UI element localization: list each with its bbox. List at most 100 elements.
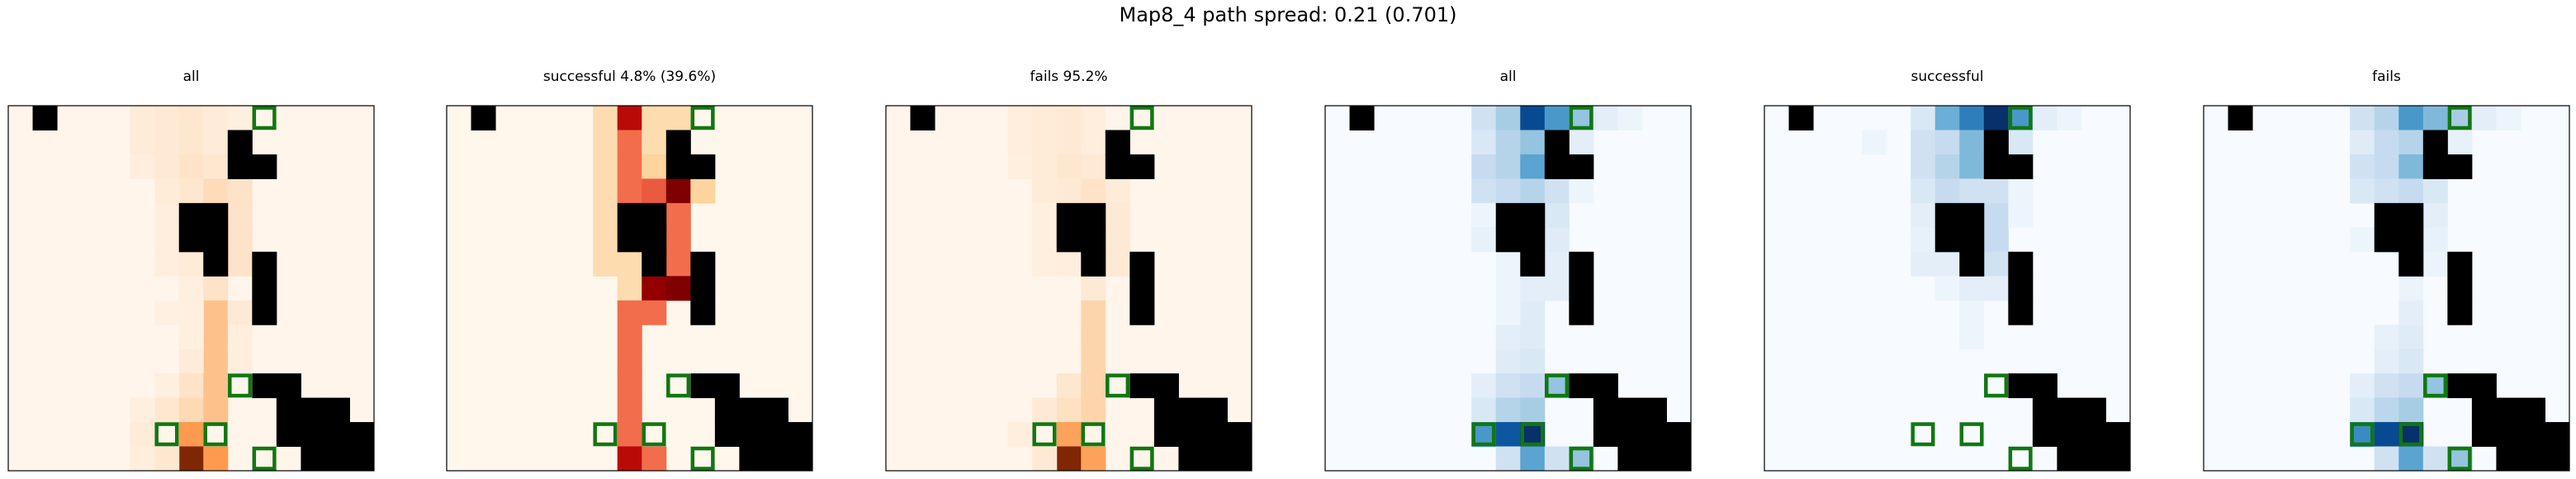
heatmap-cell <box>1959 325 1985 350</box>
obstacle-cell <box>1983 154 2009 179</box>
heatmap-cell <box>1544 276 1570 301</box>
heatmap-cell <box>1911 130 1936 155</box>
obstacle-cell <box>2057 446 2082 472</box>
obstacle-cell <box>1081 227 1106 253</box>
heatmap-cell <box>2447 130 2473 155</box>
heatmap-cell <box>154 130 180 155</box>
heatmap-cell <box>1032 446 1058 472</box>
heatmap-cell <box>1911 178 1936 204</box>
obstacle-cell <box>1227 446 1252 472</box>
heatmap-cell <box>203 397 229 423</box>
heatmap-cell <box>1544 106 1570 130</box>
heatmap-cell <box>2008 178 2034 204</box>
obstacle-cell <box>1983 130 2009 155</box>
heatmap-cell <box>1934 130 1960 155</box>
heatmap-cell <box>203 178 229 204</box>
heatmap-cell <box>2398 106 2424 130</box>
heatmap-cell <box>2350 106 2375 130</box>
heatmap-cell <box>1081 178 1106 204</box>
heatmap-cell <box>1544 251 1570 277</box>
obstacle-cell <box>739 422 765 448</box>
heatmap-cell <box>203 106 229 130</box>
heatmap-cell <box>1081 349 1106 374</box>
obstacle-cell <box>2545 446 2570 472</box>
obstacle-cell <box>2374 227 2399 253</box>
heatmap-cell <box>593 251 618 277</box>
obstacle-cell <box>2447 154 2473 179</box>
heatmap-cell <box>2496 106 2522 130</box>
heatmap-cell <box>617 154 642 179</box>
heatmap-cell <box>2350 227 2375 253</box>
heatmap-cell <box>2350 397 2375 423</box>
obstacle-cell <box>301 422 326 448</box>
obstacle-cell <box>252 154 277 179</box>
heatmap-cell <box>2398 154 2424 179</box>
obstacle-cell <box>2008 276 2034 301</box>
heatmap-cell <box>617 325 642 350</box>
obstacle-cell <box>1641 422 1667 448</box>
obstacle-cell <box>1959 251 1985 277</box>
obstacle-cell <box>2081 397 2106 423</box>
heatmap-cell <box>2374 373 2399 399</box>
target-marker <box>690 446 715 471</box>
obstacle-cell <box>1056 202 1082 228</box>
heatmap-panel-4: all <box>1324 69 1692 472</box>
obstacle-cell <box>763 397 788 423</box>
heatmap-cell <box>2350 373 2375 399</box>
obstacle-cell <box>617 227 642 253</box>
heatmap-cell <box>1032 178 1058 204</box>
heatmap-cell <box>2471 106 2497 130</box>
target-marker <box>252 446 277 471</box>
heatmap-panel-2: successful 4.8% (39.6%) <box>446 69 813 472</box>
obstacle-cell <box>690 251 716 277</box>
heatmap-cell <box>1032 130 1058 155</box>
obstacle-cell <box>2032 397 2057 423</box>
heatmap-cell <box>617 106 642 130</box>
obstacle-cell <box>1056 227 1082 253</box>
heatmap-cell <box>2374 178 2399 204</box>
heatmap-cell <box>1520 154 1546 179</box>
target-marker <box>2423 373 2448 398</box>
heatmap-cell <box>227 227 253 253</box>
heatmap-cell <box>130 397 155 423</box>
heatmap-cell <box>1520 276 1546 301</box>
obstacle-cell <box>1520 227 1546 253</box>
heatmap-cell <box>2374 446 2399 472</box>
obstacle-cell <box>1641 446 1667 472</box>
obstacle-cell <box>2496 446 2522 472</box>
obstacle-cell <box>349 446 375 472</box>
heatmap-cell <box>665 178 691 204</box>
obstacle-cell <box>2398 227 2424 253</box>
heatmap-cell <box>227 300 253 325</box>
heatmap-cell <box>1959 276 1985 301</box>
target-marker <box>690 106 715 130</box>
obstacle-cell <box>2032 422 2057 448</box>
heatmap-cell <box>1959 130 1985 155</box>
heatmap-cell <box>593 154 618 179</box>
obstacle-cell <box>1105 154 1130 179</box>
heatmap-cell <box>593 178 618 204</box>
heatmap-cell <box>1495 251 1521 277</box>
target-marker <box>203 422 228 447</box>
obstacle-cell <box>1569 373 1594 399</box>
heatmap-cell <box>130 106 155 130</box>
obstacle-cell <box>349 422 375 448</box>
panel-frame <box>2203 105 2570 472</box>
obstacle-cell <box>910 106 935 130</box>
target-marker <box>2447 446 2472 471</box>
obstacle-cell <box>690 276 716 301</box>
obstacle-cell <box>2008 300 2034 325</box>
heatmap-cell <box>617 422 642 448</box>
heatmap-cell <box>1520 325 1546 350</box>
obstacle-cell <box>2008 373 2034 399</box>
obstacle-cell <box>690 300 716 325</box>
heatmap-cell <box>1959 154 1985 179</box>
heatmap-cell <box>1495 276 1521 301</box>
target-marker <box>1129 446 1154 471</box>
heatmap-cell <box>178 276 204 301</box>
heatmap-cell <box>617 130 642 155</box>
heatmap-cell <box>1056 154 1082 179</box>
obstacle-cell <box>714 397 740 423</box>
obstacle-cell <box>1520 202 1546 228</box>
heatmap-cell <box>2350 130 2375 155</box>
